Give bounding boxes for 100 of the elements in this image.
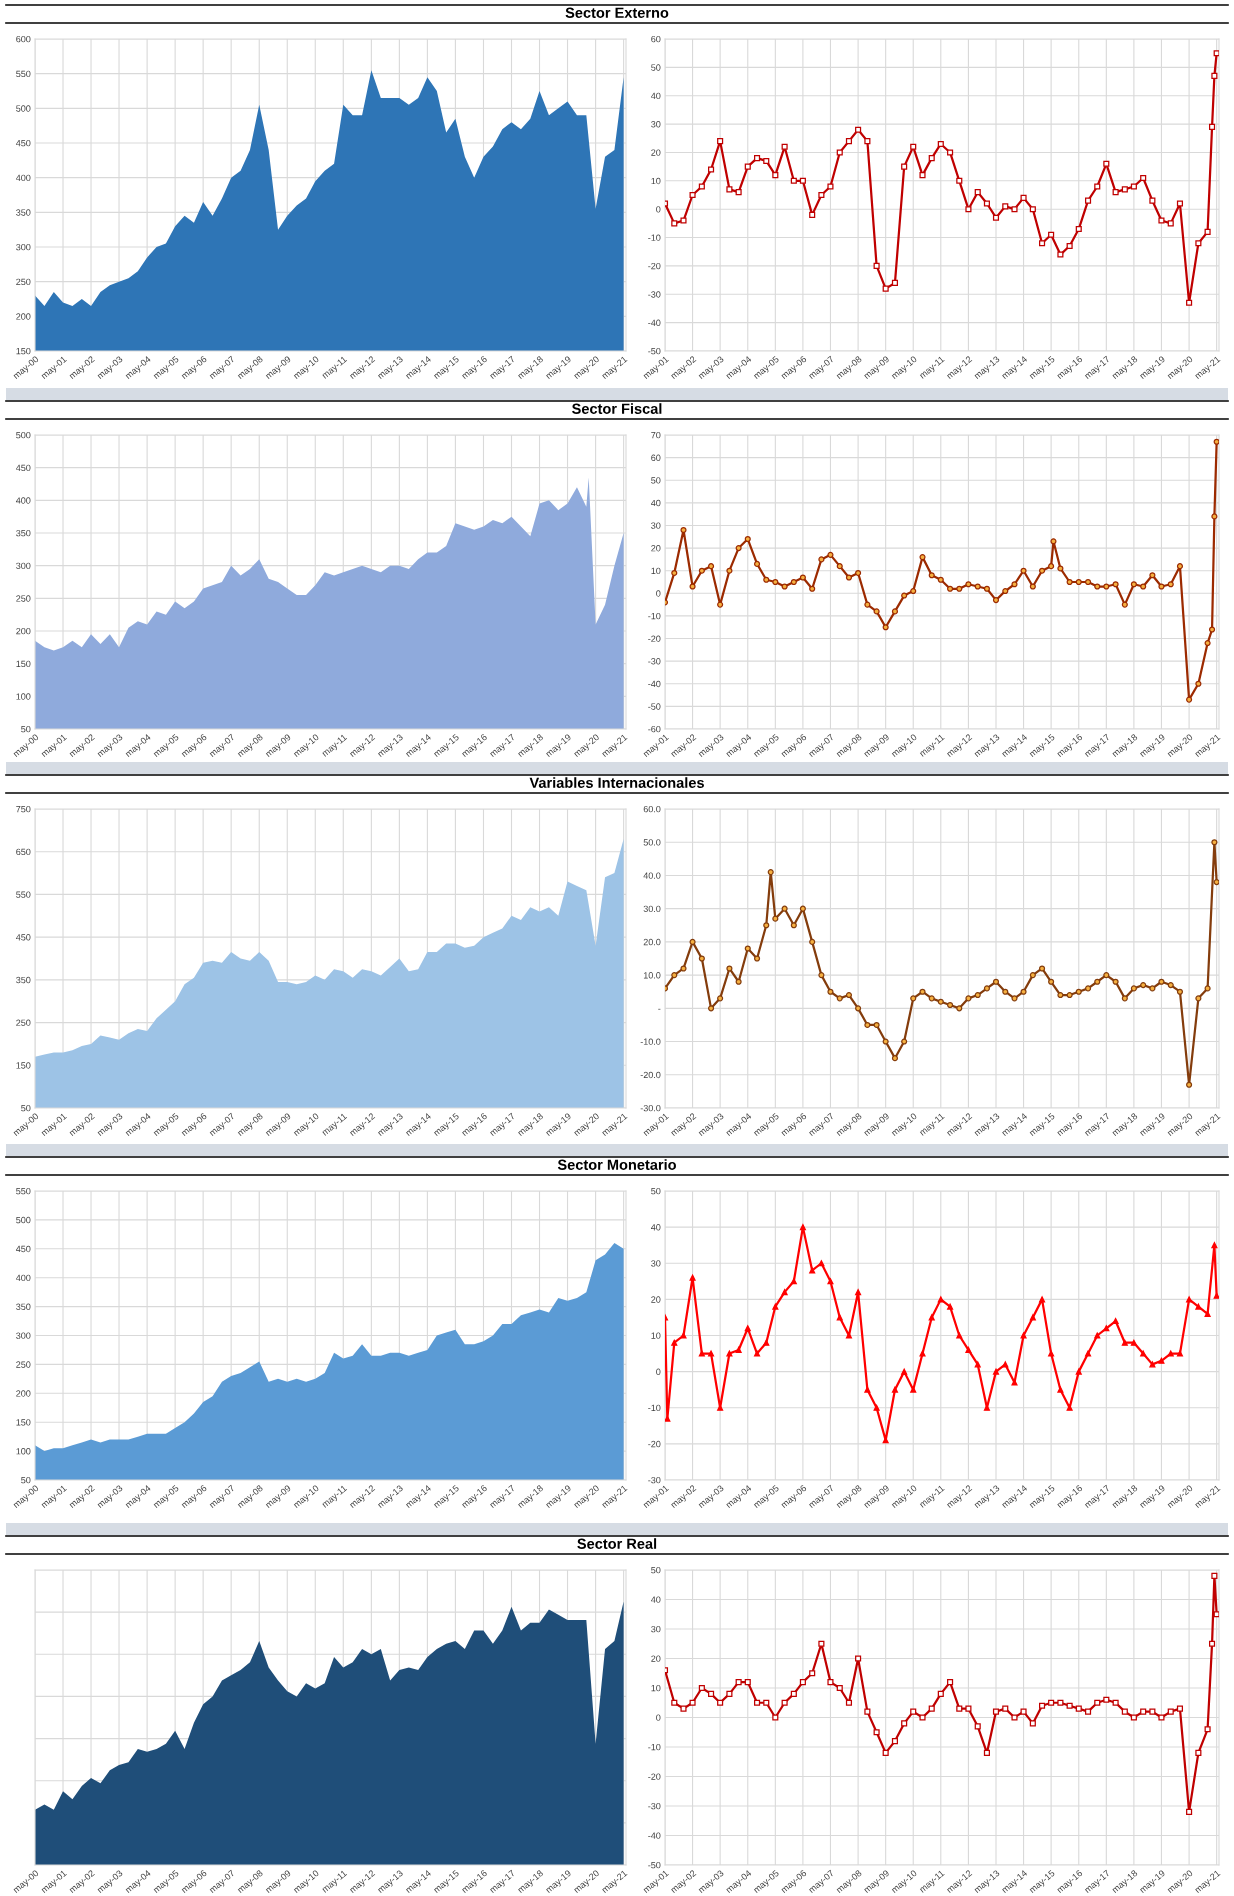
y-tick-label: 50 xyxy=(21,1476,31,1484)
y-tick-label: -20 xyxy=(648,635,661,642)
y-tick-label: 10 xyxy=(651,1332,661,1339)
y-tick-label: -10 xyxy=(648,612,661,620)
y-tick-label: 450 xyxy=(15,139,31,147)
y-tick-label: -20.0 xyxy=(640,1071,661,1079)
y-tick-label: 350 xyxy=(16,1303,31,1310)
y-tick-label: 20 xyxy=(651,545,661,552)
y-tick-label: 150 xyxy=(16,1062,31,1069)
y-tick-label: -40 xyxy=(648,319,661,326)
y-tick-label: 30 xyxy=(651,121,661,128)
y-tick-label: 150 xyxy=(16,660,31,668)
y-tick-label: 250 xyxy=(16,1361,31,1368)
y-tick-label: 50 xyxy=(21,725,31,733)
y-tick-label: 30 xyxy=(651,522,661,529)
chart-title: Sector Monetario xyxy=(557,1159,676,1170)
y-tick-label: 550 xyxy=(16,1187,31,1195)
y-tick-label: 50 xyxy=(651,1566,661,1574)
y-tick-label: 30.0 xyxy=(643,905,661,913)
y-tick-label: 200 xyxy=(16,1390,31,1397)
y-tick-label: 70 xyxy=(651,431,661,439)
y-tick-label: -10 xyxy=(648,1404,661,1412)
y-tick-label: 20.0 xyxy=(643,938,661,946)
y-tick-label: -30.0 xyxy=(640,1104,661,1112)
y-tick-label: 550 xyxy=(16,891,31,898)
y-tick-label: 50.0 xyxy=(643,839,661,846)
y-tick-label: -50 xyxy=(648,703,661,710)
y-tick-label: 60 xyxy=(651,35,661,43)
y-tick-label: 50 xyxy=(651,1187,661,1195)
chart-title: Variables Internacionales xyxy=(529,777,704,788)
y-tick-label: 500 xyxy=(16,105,31,112)
y-tick-label: 300 xyxy=(16,243,31,251)
y-tick-label: -30 xyxy=(648,291,661,298)
y-tick-label: 10 xyxy=(651,567,661,575)
y-tick-label: 500 xyxy=(16,431,31,439)
chart-title: Sector Fiscal xyxy=(572,403,662,414)
y-tick-label: 60.0 xyxy=(643,805,661,813)
y-tick-label: -40 xyxy=(648,680,661,688)
y-tick-label: 20 xyxy=(651,1655,661,1662)
y-tick-label: 150 xyxy=(16,1419,31,1426)
y-tick-label: -30 xyxy=(648,1476,661,1484)
y-tick-label: -60 xyxy=(648,725,661,733)
y-tick-label: 0 xyxy=(656,590,661,597)
y-tick-label: -40 xyxy=(648,1832,661,1839)
y-tick-label: 450 xyxy=(15,934,31,941)
y-tick-label: 550 xyxy=(16,70,31,78)
y-tick-label: 200 xyxy=(16,627,31,635)
y-tick-label: -20 xyxy=(648,1440,661,1448)
y-tick-label: -20 xyxy=(648,262,661,270)
y-tick-label: 100 xyxy=(16,693,31,700)
y-tick-label: 400 xyxy=(15,1274,31,1282)
y-tick-label: 60 xyxy=(651,454,661,461)
y-tick-label: 350 xyxy=(16,976,31,984)
y-tick-label: -10.0 xyxy=(640,1038,661,1045)
y-tick-label: 40 xyxy=(651,1596,661,1603)
chart-title: Sector Real xyxy=(577,1538,657,1549)
y-tick-label: 150 xyxy=(16,347,31,355)
y-tick-label: 40 xyxy=(651,92,661,100)
y-tick-label: 500 xyxy=(16,1216,31,1224)
chart-title: Sector Externo xyxy=(565,7,669,18)
y-tick-label: -10 xyxy=(648,1743,661,1751)
y-tick-label: -50 xyxy=(648,1861,661,1869)
y-tick-label: 400 xyxy=(15,174,31,182)
y-tick-label: 450 xyxy=(15,1245,31,1253)
y-tick-label: 20 xyxy=(651,149,661,156)
y-tick-label: 250 xyxy=(16,1019,31,1026)
y-tick-label: 200 xyxy=(16,313,31,320)
y-tick-label: 10 xyxy=(651,177,661,185)
y-tick-label: -10 xyxy=(648,234,661,241)
y-tick-label: 0 xyxy=(656,1368,661,1375)
y-tick-label: 0 xyxy=(656,206,661,213)
y-tick-label: 250 xyxy=(16,595,31,602)
y-tick-label: 40 xyxy=(651,499,661,507)
y-tick-label: 250 xyxy=(16,278,31,286)
y-tick-label: 450 xyxy=(15,464,31,472)
y-tick-label: 600 xyxy=(16,35,31,43)
y-tick-label: 40.0 xyxy=(643,872,661,879)
y-tick-label: 300 xyxy=(16,1332,31,1339)
y-tick-label: -50 xyxy=(648,347,661,355)
y-tick-label: 350 xyxy=(16,529,31,537)
y-tick-label: 40 xyxy=(651,1224,661,1231)
y-tick-label: 400 xyxy=(15,497,31,504)
y-tick-label: 50 xyxy=(21,1104,31,1112)
y-tick-label: 10 xyxy=(651,1684,661,1692)
y-tick-label: -20 xyxy=(648,1773,661,1780)
y-tick-label: 350 xyxy=(16,209,31,216)
y-tick-label: 50 xyxy=(651,64,661,71)
y-tick-label: - xyxy=(658,1008,661,1010)
y-tick-label: 20 xyxy=(651,1296,661,1303)
y-tick-label: 750 xyxy=(16,805,31,813)
y-tick-label: 650 xyxy=(16,848,31,856)
y-tick-label: 30 xyxy=(651,1260,661,1267)
y-tick-label: 30 xyxy=(651,1625,661,1633)
y-tick-label: 0 xyxy=(656,1714,661,1721)
y-tick-label: 100 xyxy=(16,1448,31,1455)
y-tick-label: 10.0 xyxy=(643,972,661,979)
y-tick-label: 50 xyxy=(651,477,661,484)
y-tick-label: 300 xyxy=(16,562,31,570)
y-tick-label: -30 xyxy=(648,658,661,665)
y-tick-label: -30 xyxy=(648,1802,661,1810)
